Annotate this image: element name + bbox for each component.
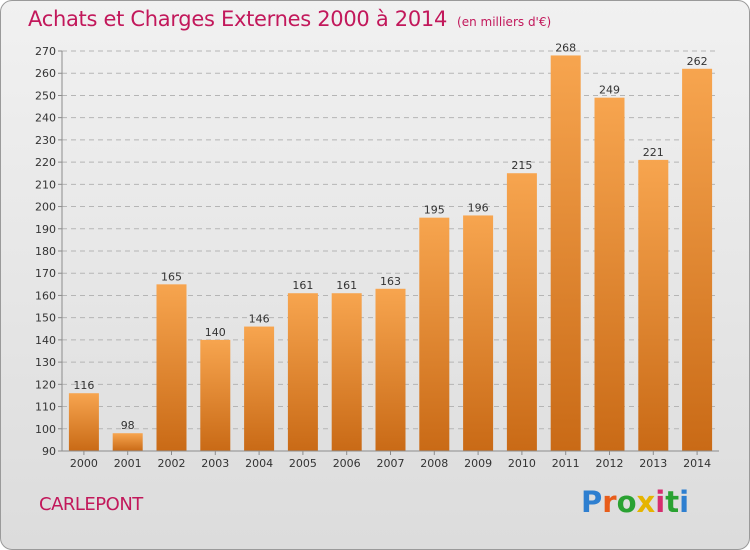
y-tick-label: 170 bbox=[35, 267, 56, 280]
y-tick-label: 120 bbox=[35, 378, 56, 391]
y-tick-label: 260 bbox=[35, 67, 56, 80]
x-tick-label: 2013 bbox=[639, 457, 667, 470]
y-tick-label: 200 bbox=[35, 201, 56, 214]
bars bbox=[68, 55, 713, 452]
y-tick-label: 180 bbox=[35, 245, 56, 258]
y-tick-label: 190 bbox=[35, 223, 56, 236]
x-tick-label: 2003 bbox=[201, 457, 229, 470]
bar-2008 bbox=[419, 217, 450, 451]
y-tick-label: 220 bbox=[35, 156, 56, 169]
x-tick-label: 2006 bbox=[333, 457, 361, 470]
y-tick-label: 240 bbox=[35, 112, 56, 125]
y-tick-label: 160 bbox=[35, 289, 56, 302]
bar-2009 bbox=[463, 215, 494, 451]
bar-2004 bbox=[244, 326, 275, 451]
data-label-2011: 268 bbox=[555, 41, 576, 54]
y-tick-label: 230 bbox=[35, 134, 56, 147]
chart-title-text: Achats et Charges Externes 2000 à 2014 bbox=[28, 7, 448, 31]
chart-title: Achats et Charges Externes 2000 à 2014 (e… bbox=[28, 7, 551, 31]
x-tick-label: 2005 bbox=[289, 457, 317, 470]
data-label-2003: 140 bbox=[205, 326, 226, 339]
data-label-2005: 161 bbox=[292, 279, 313, 292]
bar-2005 bbox=[287, 293, 318, 451]
y-tick-label: 130 bbox=[35, 356, 56, 369]
data-label-2007: 163 bbox=[380, 275, 401, 288]
x-tick-label: 2012 bbox=[596, 457, 624, 470]
data-label-2012: 249 bbox=[599, 84, 620, 97]
bar-2000 bbox=[68, 393, 99, 451]
x-tick-label: 2010 bbox=[508, 457, 536, 470]
data-label-2000: 116 bbox=[73, 379, 94, 392]
data-label-2001: 98 bbox=[121, 419, 135, 432]
data-label-2009: 196 bbox=[468, 201, 489, 214]
data-label-2008: 195 bbox=[424, 204, 445, 217]
bar-2002 bbox=[156, 284, 187, 451]
data-label-2010: 215 bbox=[511, 159, 532, 172]
x-tick-label: 2002 bbox=[158, 457, 186, 470]
x-tick-label: 2007 bbox=[377, 457, 405, 470]
x-tick-label: 2008 bbox=[420, 457, 448, 470]
x-tick-label: 2009 bbox=[464, 457, 492, 470]
data-label-2004: 146 bbox=[249, 313, 270, 326]
bar-2007 bbox=[375, 288, 406, 451]
bar-2006 bbox=[331, 293, 362, 451]
x-tick-label: 2011 bbox=[552, 457, 580, 470]
x-tick-label: 2000 bbox=[70, 457, 98, 470]
bar-2003 bbox=[200, 339, 231, 451]
bar-2014 bbox=[682, 68, 713, 452]
y-tick-label: 100 bbox=[35, 423, 56, 436]
y-tick-label: 250 bbox=[35, 89, 56, 102]
y-tick-label: 210 bbox=[35, 178, 56, 191]
bar-2013 bbox=[638, 159, 669, 451]
y-axis-ticks: 90 100 110 120 130 140 150 160 170 180 190 200 210 22… bbox=[35, 45, 62, 458]
bar-2011 bbox=[550, 55, 581, 451]
data-label-2002: 165 bbox=[161, 270, 182, 283]
proxiti-logo: Proxiti bbox=[581, 485, 690, 519]
chart-subtitle: (en milliers d'€) bbox=[457, 15, 552, 29]
y-tick-label: 270 bbox=[35, 45, 56, 58]
bar-2012 bbox=[594, 97, 625, 452]
x-tick-label: 2004 bbox=[245, 457, 273, 470]
data-label-2006: 161 bbox=[336, 279, 357, 292]
data-label-2014: 262 bbox=[687, 55, 708, 68]
bar-2010 bbox=[506, 173, 537, 451]
city-name: CARLEPONT bbox=[39, 494, 143, 515]
y-tick-label: 140 bbox=[35, 334, 56, 347]
x-tick-label: 2001 bbox=[114, 457, 142, 470]
data-labels: 116 98 165 140 146 161 161 163 195 196 215 268 249 22… bbox=[73, 41, 707, 432]
x-axis-ticks: 2000 2001 2002 2003 2004 2005 2006 2007 2008 2009… bbox=[70, 451, 711, 470]
y-tick-label: 110 bbox=[35, 401, 56, 414]
x-tick-label: 2014 bbox=[683, 457, 711, 470]
data-label-2013: 221 bbox=[643, 146, 664, 159]
y-tick-label: 150 bbox=[35, 312, 56, 325]
bar-2001 bbox=[112, 433, 143, 451]
y-tick-label: 90 bbox=[42, 445, 56, 458]
